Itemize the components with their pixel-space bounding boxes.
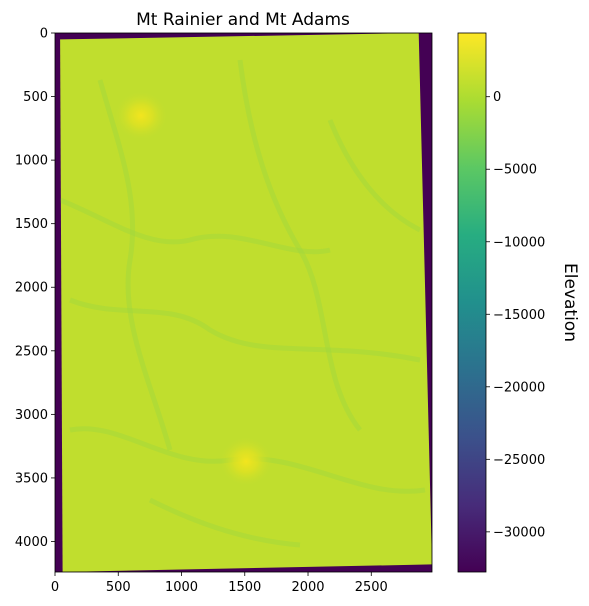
y-tick-label: 500 bbox=[23, 90, 48, 105]
colorbar-tick-label: −25000 bbox=[493, 453, 545, 468]
colorbar-ticks: 0 −5000 −10000 −15000 −20000 −25000 −30000 bbox=[486, 90, 545, 540]
axes-spines bbox=[54, 32, 433, 573]
peaks-layer bbox=[115, 91, 273, 486]
x-tick-label: 2500 bbox=[355, 580, 388, 595]
y-tick-label: 1000 bbox=[15, 154, 48, 169]
colorbar-tick-label: −30000 bbox=[493, 525, 545, 540]
x-tick-label: 2000 bbox=[291, 580, 324, 595]
axes-frame bbox=[54, 32, 433, 573]
y-tick-label: 3000 bbox=[15, 408, 48, 423]
y-tick-label: 3500 bbox=[15, 471, 48, 486]
y-tick-label: 0 bbox=[40, 27, 48, 42]
colorbar-tick-label: −10000 bbox=[493, 235, 545, 250]
terrain-streak bbox=[237, 59, 362, 432]
raster-image bbox=[55, 33, 432, 572]
valid-elevation-region bbox=[60, 33, 432, 572]
x-tick-label: 1500 bbox=[228, 580, 261, 595]
terrain-streak bbox=[60, 197, 331, 255]
colorbar-label: Elevation bbox=[560, 263, 580, 342]
y-tick-label: 4000 bbox=[15, 535, 48, 550]
colorbar: 0 −5000 −10000 −15000 −20000 −25000 −30000 Ele… bbox=[457, 32, 580, 573]
y-tick-label: 2500 bbox=[15, 344, 48, 359]
x-tick-label: 500 bbox=[106, 580, 131, 595]
colorbar-gradient bbox=[457, 32, 487, 573]
peak-mt-rainier bbox=[115, 91, 168, 140]
x-tick-label: 0 bbox=[51, 580, 59, 595]
terrain-streak bbox=[97, 79, 173, 451]
chart-title: Mt Rainier and Mt Adams bbox=[136, 10, 350, 30]
terrain-streak bbox=[327, 119, 422, 233]
x-axis: 0 500 1000 1500 2000 2500 bbox=[51, 572, 388, 595]
x-tick-label: 1000 bbox=[165, 580, 198, 595]
colorbar-tick-label: −5000 bbox=[493, 163, 537, 178]
y-tick-label: 1500 bbox=[15, 217, 48, 232]
y-tick-label: 2000 bbox=[15, 281, 48, 296]
terrain-streak bbox=[148, 497, 301, 548]
colorbar-tick-label: −20000 bbox=[493, 380, 545, 395]
peak-mt-adams bbox=[220, 437, 273, 486]
y-axis: 0 500 1000 1500 2000 2500 3000 3500 4000 bbox=[15, 27, 55, 550]
terrain-streak bbox=[69, 297, 421, 363]
colorbar-tick-label: 0 bbox=[493, 90, 501, 105]
terrain-texture bbox=[60, 59, 426, 548]
colorbar-tick-label: −15000 bbox=[493, 308, 545, 323]
